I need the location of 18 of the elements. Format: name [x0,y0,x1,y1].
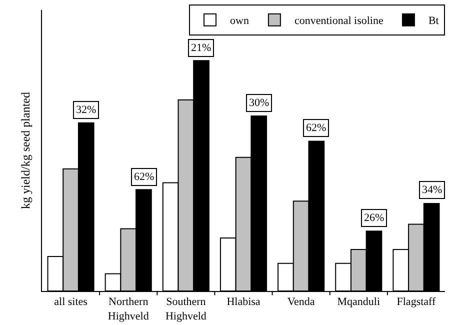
x-tick-label: Southern Highveld [165,296,207,322]
annotation: 62% [306,122,326,134]
text: 21% [191,42,212,54]
annotation: 34% [422,184,442,196]
x-tick-label: all sites [54,296,88,308]
annotation: 26% [364,212,384,224]
y-axis-title: kg yield/kg seed planted [18,92,32,209]
legend-label: own [230,15,250,28]
annotation: 62% [134,171,154,183]
x-tick-label: Venda [287,296,315,308]
x-tick-label: Flagstaff [396,296,436,308]
legend-label: conventional isoline [294,15,384,28]
x-tick-label: Mqanduli [337,296,380,308]
annotation: 32% [76,104,96,116]
legend-label: Bt [428,15,439,28]
annotation: 30% [249,97,270,109]
x-tick-label: Hlabisa [226,296,260,308]
x-tick-label: Northern Highveld [108,296,150,322]
